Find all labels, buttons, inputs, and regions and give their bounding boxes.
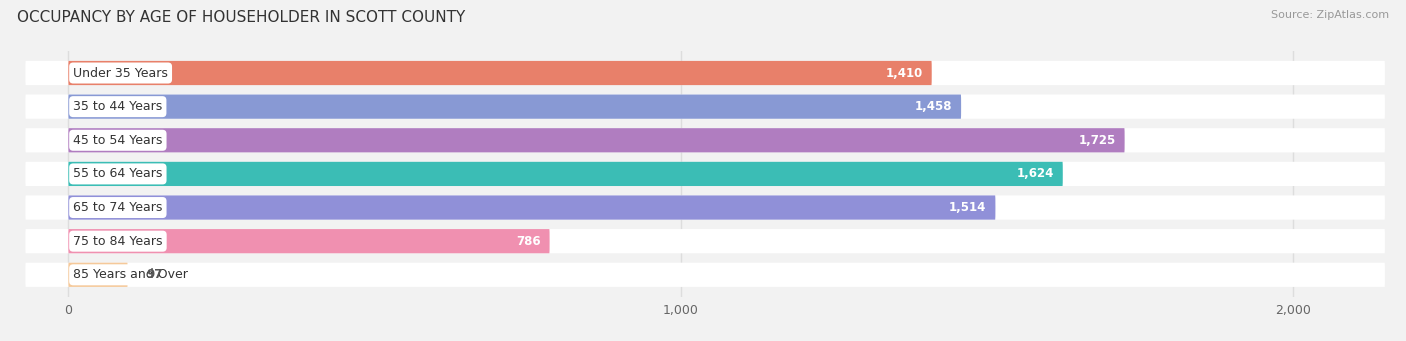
- Text: 85 Years and Over: 85 Years and Over: [73, 268, 188, 281]
- Text: 1,458: 1,458: [914, 100, 952, 113]
- FancyBboxPatch shape: [25, 94, 1385, 119]
- Text: 35 to 44 Years: 35 to 44 Years: [73, 100, 163, 113]
- Text: OCCUPANCY BY AGE OF HOUSEHOLDER IN SCOTT COUNTY: OCCUPANCY BY AGE OF HOUSEHOLDER IN SCOTT…: [17, 10, 465, 25]
- FancyBboxPatch shape: [69, 162, 1063, 186]
- Text: 786: 786: [516, 235, 540, 248]
- FancyBboxPatch shape: [25, 195, 1385, 220]
- Text: 1,624: 1,624: [1017, 167, 1053, 180]
- FancyBboxPatch shape: [69, 263, 128, 287]
- Text: 97: 97: [146, 268, 163, 281]
- FancyBboxPatch shape: [25, 162, 1385, 186]
- Text: 75 to 84 Years: 75 to 84 Years: [73, 235, 163, 248]
- FancyBboxPatch shape: [69, 195, 995, 220]
- FancyBboxPatch shape: [69, 94, 962, 119]
- FancyBboxPatch shape: [25, 61, 1385, 85]
- FancyBboxPatch shape: [25, 128, 1385, 152]
- FancyBboxPatch shape: [69, 229, 550, 253]
- Text: 1,514: 1,514: [949, 201, 986, 214]
- Text: 65 to 74 Years: 65 to 74 Years: [73, 201, 163, 214]
- Text: 1,410: 1,410: [886, 66, 922, 79]
- FancyBboxPatch shape: [25, 229, 1385, 253]
- Text: Source: ZipAtlas.com: Source: ZipAtlas.com: [1271, 10, 1389, 20]
- Text: 55 to 64 Years: 55 to 64 Years: [73, 167, 163, 180]
- Text: 1,725: 1,725: [1078, 134, 1115, 147]
- FancyBboxPatch shape: [69, 128, 1125, 152]
- Text: Under 35 Years: Under 35 Years: [73, 66, 169, 79]
- Text: 45 to 54 Years: 45 to 54 Years: [73, 134, 163, 147]
- FancyBboxPatch shape: [25, 263, 1385, 287]
- FancyBboxPatch shape: [69, 61, 932, 85]
